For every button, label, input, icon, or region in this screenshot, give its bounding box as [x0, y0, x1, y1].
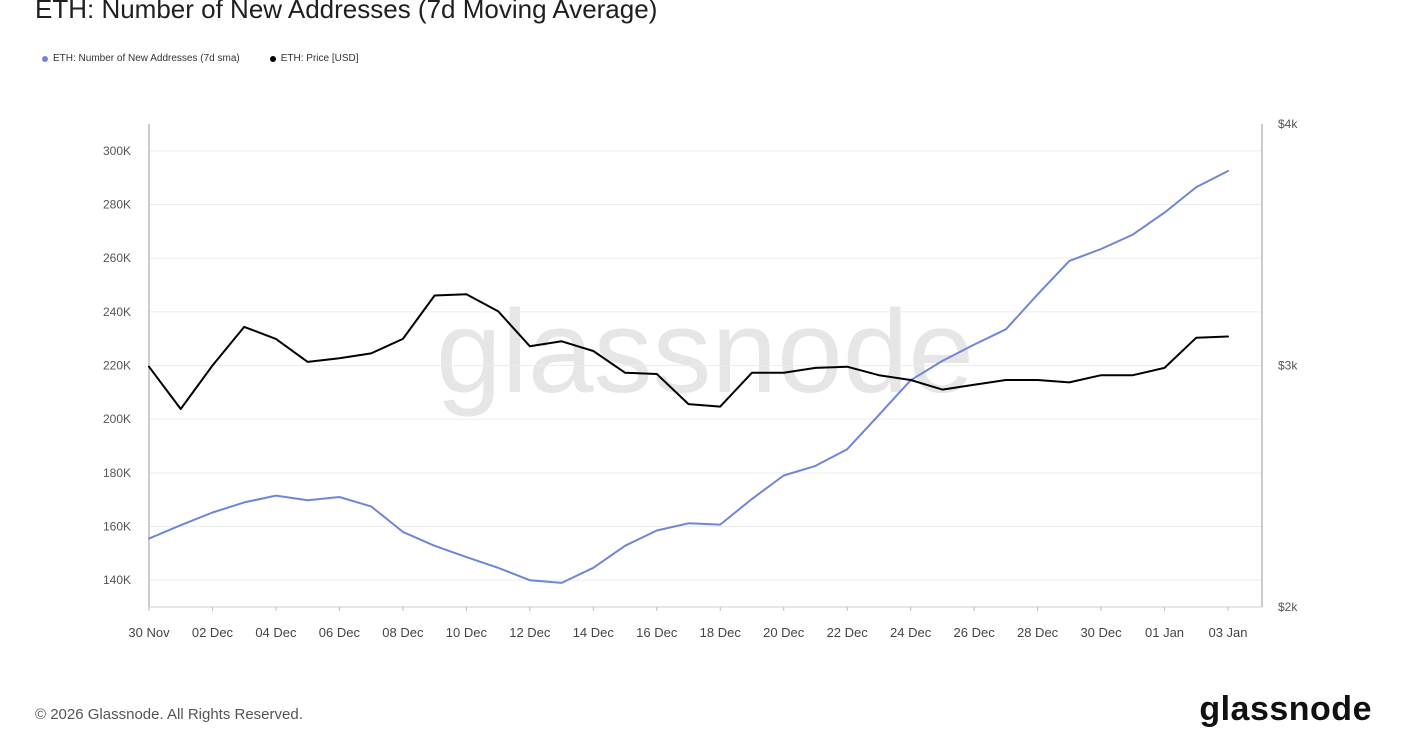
x-tick-label: 30 Nov	[128, 625, 170, 640]
x-tick-label: 04 Dec	[255, 625, 297, 640]
legend-label-price: ETH: Price [USD]	[280, 53, 359, 64]
x-tick-label: 22 Dec	[827, 625, 869, 640]
legend-item-addresses[interactable]: ETH: Number of New Addresses (7d sma)	[42, 53, 240, 64]
x-tick-label: 16 Dec	[636, 625, 678, 640]
grid-lines	[149, 150, 1262, 581]
chart-legend: ETH: Number of New Addresses (7d sma) ET…	[42, 53, 359, 64]
legend-item-price[interactable]: ETH: Price [USD]	[269, 53, 359, 64]
y-right-tick-label: $2k	[1278, 600, 1298, 614]
legend-label-addresses: ETH: Number of New Addresses (7d sma)	[53, 53, 240, 64]
series-line-price[interactable]	[148, 293, 1229, 410]
chart-title: ETH: Number of New Addresses (7d Moving …	[35, 0, 658, 24]
x-tick-label: 26 Dec	[954, 625, 996, 640]
x-tick-label: 28 Dec	[1017, 625, 1059, 640]
x-tick-label: 03 Jan	[1208, 625, 1247, 640]
y-left-tick-label: 140K	[103, 573, 131, 587]
x-tick-label: 24 Dec	[890, 625, 932, 640]
brand-logo: glassnode	[1199, 690, 1372, 728]
legend-swatch-addresses	[42, 55, 48, 62]
x-tick-label: 18 Dec	[700, 625, 742, 640]
y-left-tick-label: 240K	[103, 305, 131, 319]
y-left-tick-label: 280K	[103, 198, 131, 212]
y-left-tick-label: 300K	[103, 144, 131, 158]
x-tick-label: 06 Dec	[319, 625, 361, 640]
legend-swatch-price	[269, 55, 276, 62]
y-left-tick-label: 220K	[103, 359, 131, 373]
y-left-tick-label: 200K	[103, 412, 131, 426]
x-tick-label: 14 Dec	[573, 625, 615, 640]
x-tick-label: 02 Dec	[192, 625, 234, 640]
y-axis-right-ticks: $2k $3k $4k	[1278, 117, 1298, 614]
axes	[148, 124, 1263, 608]
x-tick-label: 10 Dec	[446, 625, 488, 640]
y-left-tick-label: 160K	[103, 520, 131, 534]
x-axis-ticks: 30 Nov 02 Dec 04 Dec 06 Dec 08 Dec 10 Dec 12 D…	[128, 607, 1248, 640]
x-tick-label: 30 Dec	[1080, 625, 1122, 640]
y-right-tick-label: $3k	[1278, 359, 1298, 373]
x-tick-label: 01 Jan	[1145, 625, 1184, 640]
x-tick-label: 08 Dec	[382, 625, 424, 640]
chart-series	[148, 170, 1229, 584]
watermark-text: glassnode	[436, 286, 974, 418]
x-tick-label: 12 Dec	[509, 625, 551, 640]
copyright-text: © 2026 Glassnode. All Rights Reserved.	[35, 706, 303, 723]
series-line-addresses[interactable]	[148, 170, 1229, 584]
y-left-tick-label: 260K	[103, 251, 131, 265]
y-left-tick-label: 180K	[103, 466, 131, 480]
x-tick-label: 20 Dec	[763, 625, 805, 640]
y-right-tick-label: $4k	[1278, 117, 1298, 131]
y-axis-left-ticks: 140K 160K 180K 200K 220K 240K 260K 280K 300K	[103, 144, 131, 587]
